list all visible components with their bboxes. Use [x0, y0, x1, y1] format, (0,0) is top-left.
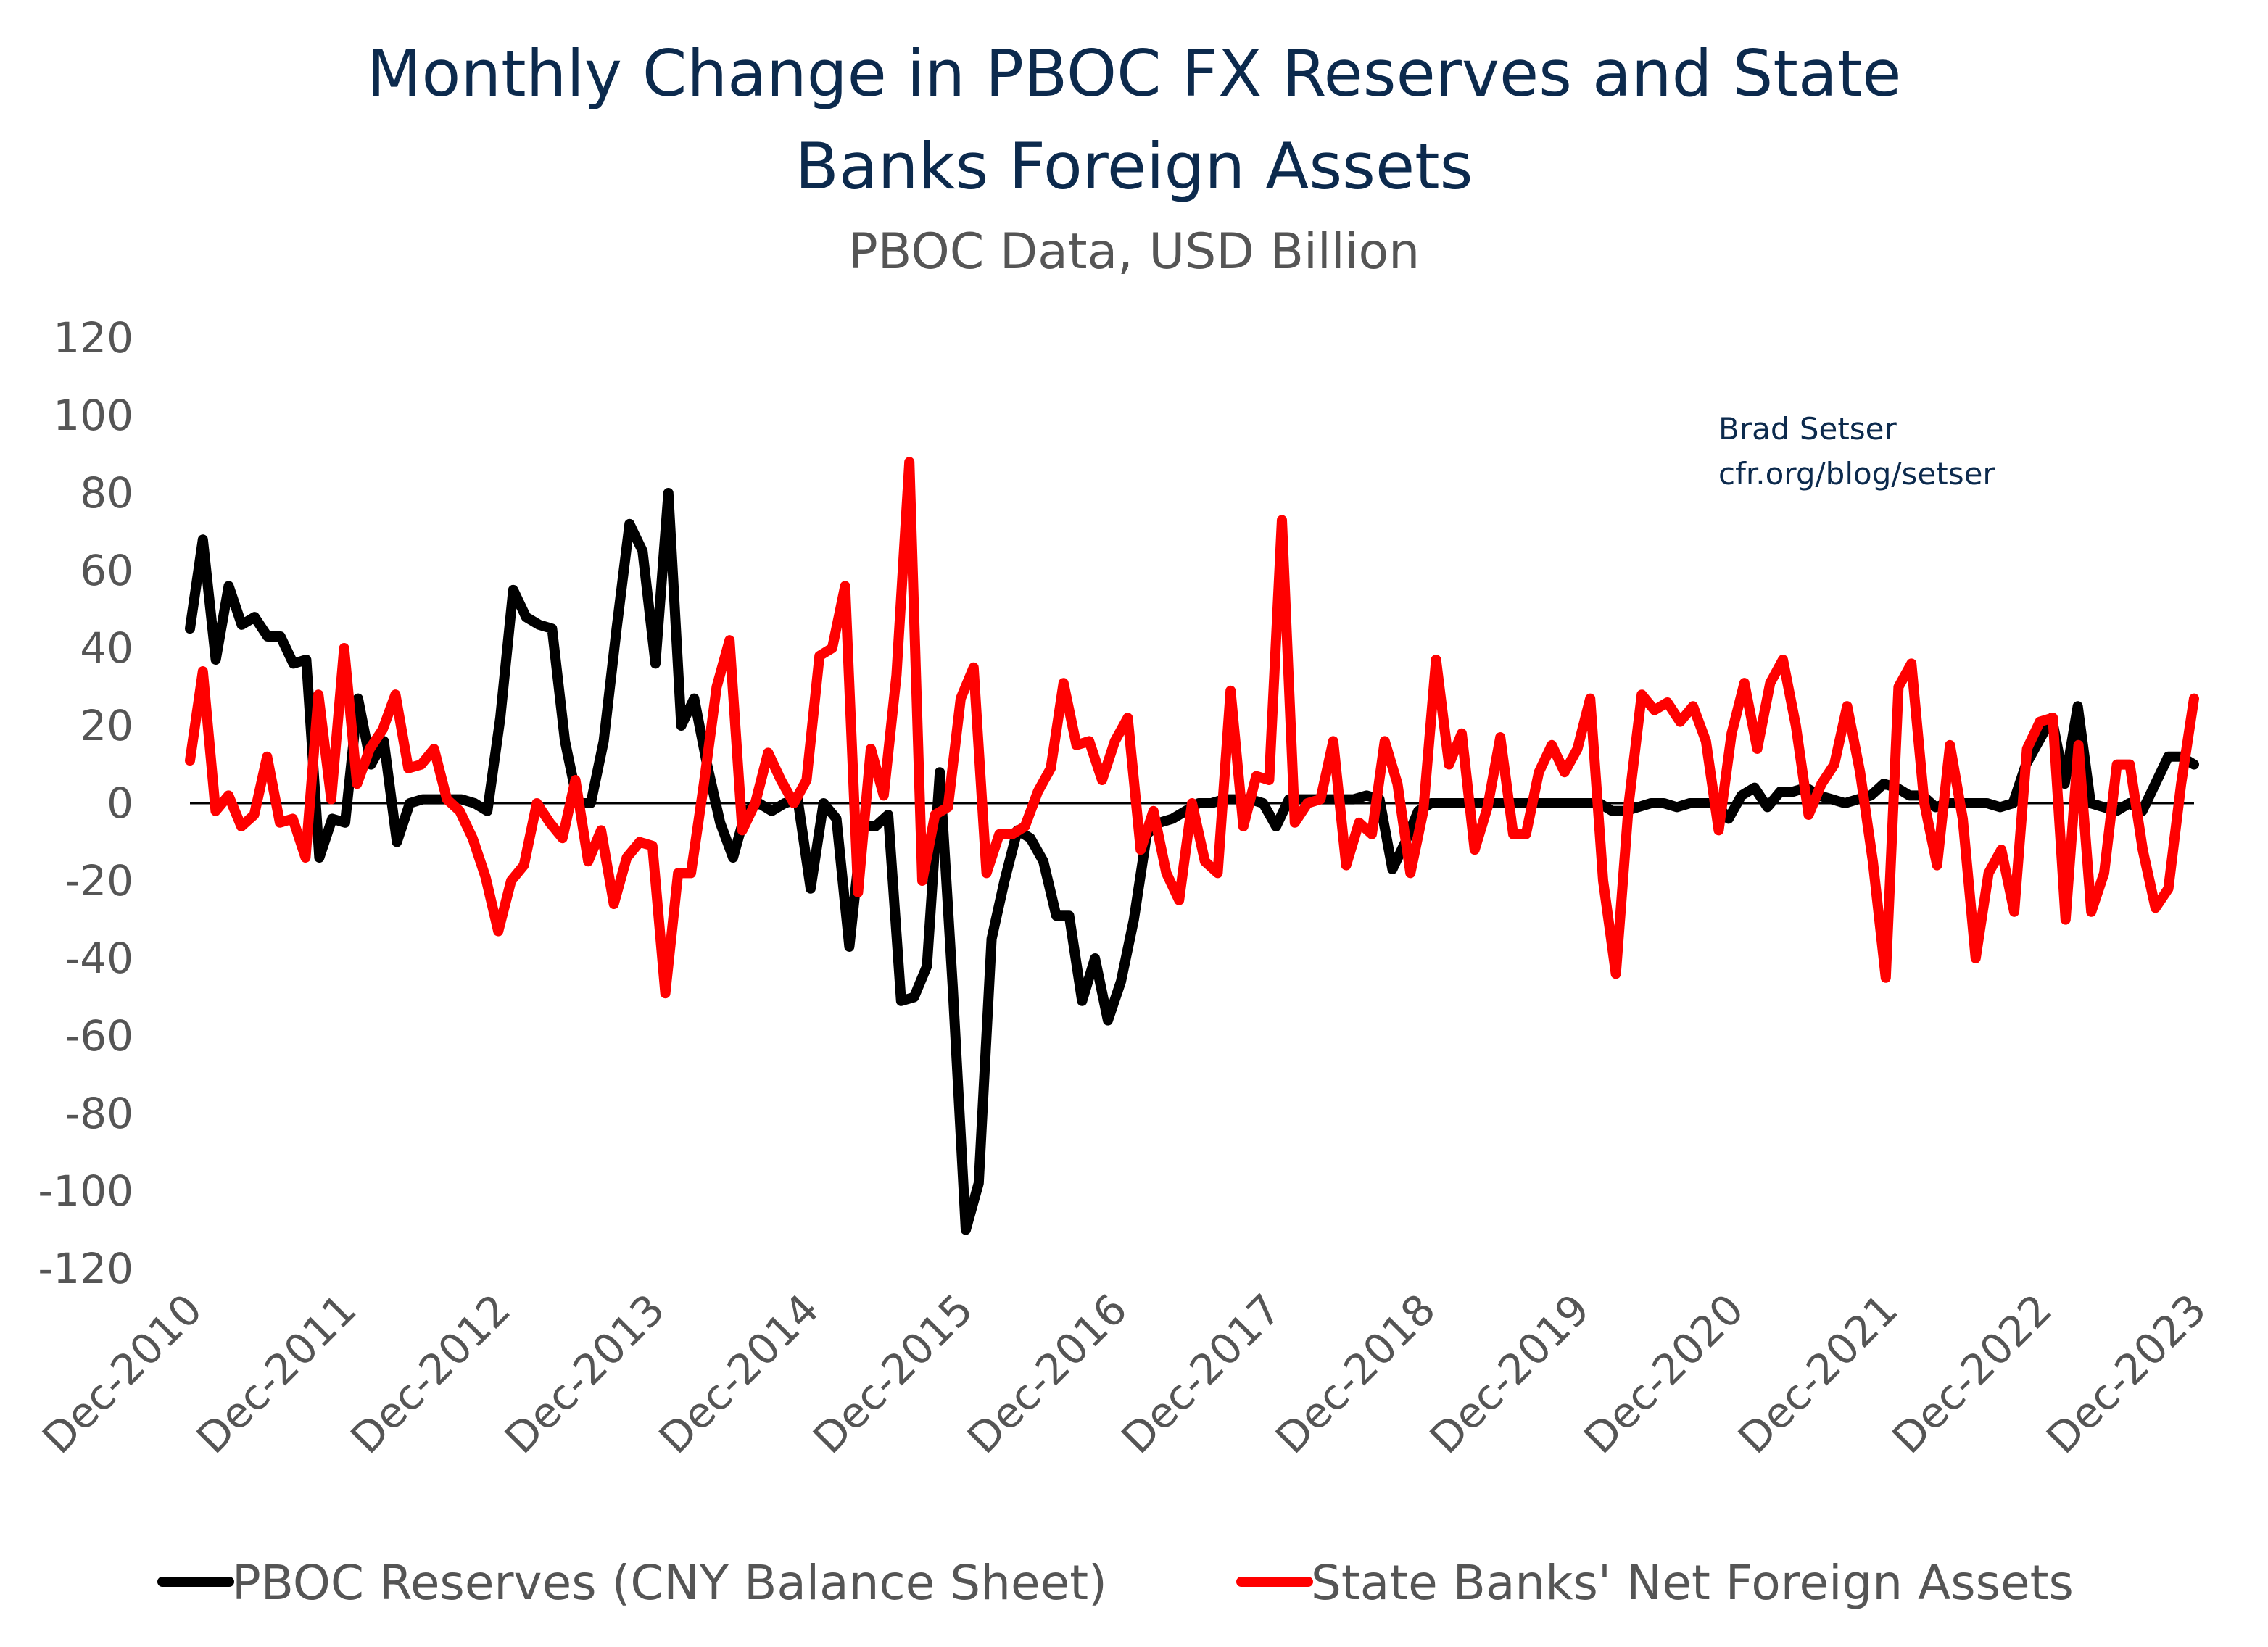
x-axis: Dec-2010Dec-2011Dec-2012Dec-2013Dec-2014…: [33, 1285, 2216, 1464]
y-tick-label: -20: [65, 856, 133, 905]
x-tick-label: Dec-2020: [1574, 1285, 1753, 1464]
x-tick-label: Dec-2012: [342, 1285, 521, 1464]
credit-url: cfr.org/blog/setser: [1718, 456, 1995, 491]
x-tick-label: Dec-2022: [1883, 1285, 2062, 1464]
legend: PBOC Reserves (CNY Balance Sheet) State …: [157, 1555, 2074, 1611]
y-tick-label: -40: [65, 934, 133, 983]
credit-author: Brad Setser: [1718, 411, 1897, 447]
y-tick-label: 80: [80, 468, 133, 518]
chart-subtitle: PBOC Data, USD Billion: [848, 223, 1420, 281]
x-tick-label: Dec-2018: [1266, 1285, 1445, 1464]
x-tick-label: Dec-2021: [1729, 1285, 1908, 1464]
y-tick-label: -120: [38, 1244, 133, 1293]
y-tick-label: 20: [80, 701, 133, 750]
y-tick-label: -80: [65, 1089, 133, 1138]
x-tick-label: Dec-2016: [958, 1285, 1137, 1464]
legend-label-state-banks: State Banks' Net Foreign Assets: [1311, 1555, 2074, 1611]
y-tick-label: 120: [53, 313, 133, 362]
y-tick-label: 60: [80, 546, 133, 595]
series-line-state-banks: [185, 457, 2199, 999]
x-tick-label: Dec-2019: [1420, 1285, 1599, 1464]
x-tick-label: Dec-2010: [33, 1285, 212, 1464]
y-tick-label: 100: [53, 391, 133, 440]
x-tick-label: Dec-2017: [1112, 1285, 1291, 1464]
chart-title-line-1: Monthly Change in PBOC FX Reserves and S…: [367, 36, 1902, 111]
x-tick-label: Dec-2011: [187, 1285, 366, 1464]
y-tick-label: 0: [107, 779, 133, 828]
chart-title-line-2: Banks Foreign Assets: [795, 129, 1473, 204]
legend-label-pboc: PBOC Reserves (CNY Balance Sheet): [232, 1555, 1107, 1611]
x-tick-label: Dec-2023: [2037, 1285, 2216, 1464]
x-tick-label: Dec-2015: [803, 1285, 982, 1464]
plot-lines: [185, 457, 2199, 1235]
x-tick-label: Dec-2013: [495, 1285, 674, 1464]
y-tick-label: -60: [65, 1011, 133, 1061]
y-tick-label: -100: [38, 1166, 133, 1216]
x-tick-label: Dec-2014: [650, 1285, 829, 1464]
y-tick-label: 40: [80, 623, 133, 673]
y-axis: 120 100 80 60 40 20 0 -20 -40 -60 -80 -100 -120: [38, 313, 133, 1293]
